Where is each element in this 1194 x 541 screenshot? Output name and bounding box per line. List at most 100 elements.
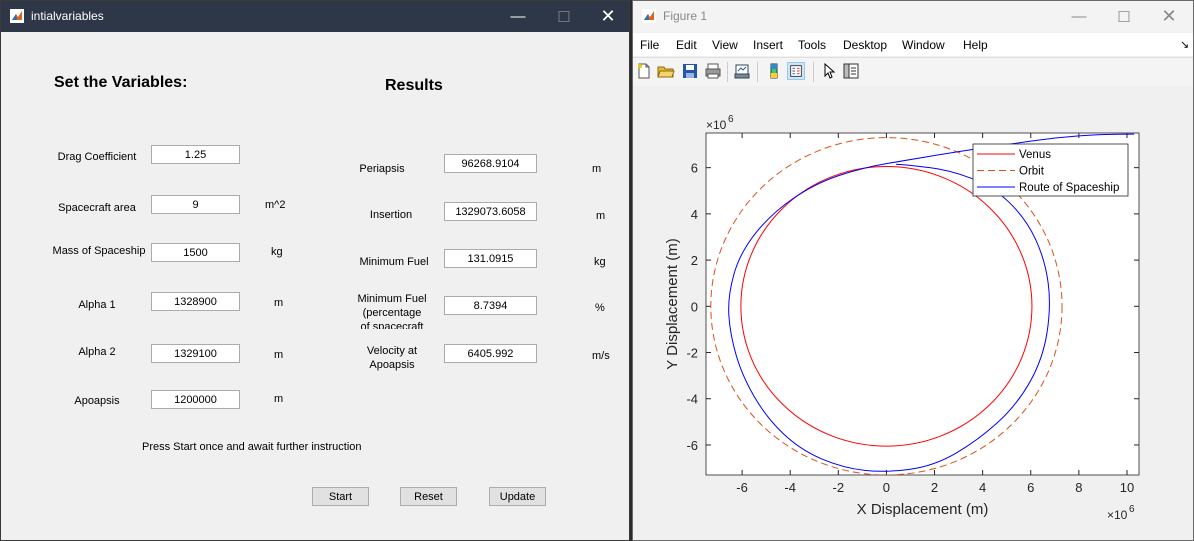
figure-canvas: -6 -4 -2 0 2 4 6 8 10 -6 -4 -2 0 2 4 6 ×10 6 ×10 6 X Displac…	[633, 86, 1193, 540]
mass-field[interactable]: 1500	[151, 243, 240, 262]
menu-bar: File Edit View Insert Tools Desktop Wind…	[633, 33, 1193, 56]
open-file-icon[interactable]	[657, 62, 675, 80]
series-orbit	[710, 137, 1063, 475]
figure-toolbar	[633, 57, 1193, 87]
alpha1-field[interactable]: 1328900	[151, 292, 240, 311]
minimize-button[interactable]: —	[510, 8, 526, 25]
minimum-fuel-percent-value: 8.7394	[444, 296, 537, 315]
minimum-fuel-percent-unit: %	[595, 302, 605, 314]
insertion-value: 1329073.6058	[444, 202, 537, 221]
reset-button[interactable]: Reset	[400, 487, 457, 506]
x-tick-label: -2	[833, 480, 845, 495]
x-tick-label: 4	[979, 480, 986, 495]
menu-tools[interactable]: Tools	[798, 38, 827, 52]
alpha2-field[interactable]: 1329100	[151, 344, 240, 363]
min-fuel-pct-line2: (percentage	[362, 307, 422, 319]
dock-arrow-icon[interactable]: ↘	[1180, 39, 1190, 51]
x-exponent-power: 6	[1129, 504, 1135, 515]
insertion-unit: m	[596, 210, 606, 222]
y-exponent-label: ×10	[706, 118, 727, 132]
instruction-text: Press Start once and await further instr…	[142, 441, 362, 453]
x-tick-label: 2	[931, 480, 938, 495]
figure-minimize-button[interactable]: —	[1071, 8, 1087, 25]
y-tick-label: -6	[686, 438, 698, 453]
minimum-fuel-label: Minimum Fuel	[359, 256, 429, 268]
series-route-of-spaceship	[728, 133, 1135, 472]
alpha1-label: Alpha 1	[78, 299, 116, 311]
figure-maximize-button[interactable]: ☐	[1117, 8, 1131, 26]
toolbar-separator	[727, 62, 728, 82]
x-tick-label: 0	[883, 480, 890, 495]
alpha2-label: Alpha 2	[78, 346, 116, 358]
colorbar-icon[interactable]	[765, 62, 783, 80]
menu-insert[interactable]: Insert	[753, 38, 784, 52]
toolbar-separator	[813, 62, 814, 82]
x-exponent-label: ×10	[1107, 508, 1128, 522]
drag-coefficient-field[interactable]: 1.25	[151, 145, 240, 164]
alpha1-unit: m	[274, 297, 284, 309]
x-tick-label: 6	[1027, 480, 1034, 495]
y-tick-label: -4	[686, 392, 698, 407]
periapsis-unit: m	[592, 163, 602, 175]
velocity-apoapsis-unit: m/s	[592, 350, 610, 362]
toolbar-separator	[757, 62, 758, 82]
menu-window[interactable]: Window	[902, 38, 945, 52]
property-editor-icon[interactable]	[842, 62, 860, 80]
spacecraft-area-unit: m^2	[265, 199, 286, 211]
minimum-fuel-percent-label: Minimum Fuel (percentage of spacecraft	[351, 292, 433, 329]
apoapsis-label: Apoapsis	[74, 395, 120, 407]
x-tick-label: -4	[784, 480, 796, 495]
update-button[interactable]: Update	[489, 487, 546, 506]
link-plot-icon[interactable]	[733, 62, 751, 80]
legend-label: Orbit	[1019, 166, 1045, 178]
print-icon[interactable]	[704, 62, 722, 80]
left-titlebar: intialvariables — ☐ ✕	[1, 1, 629, 32]
y-axis-label: Y Displacement (m)	[664, 238, 681, 369]
velocity-apoapsis-value: 6405.992	[444, 344, 537, 363]
close-button[interactable]: ✕	[600, 6, 616, 26]
start-button[interactable]: Start	[312, 487, 369, 506]
x-tick-label: -6	[736, 480, 748, 495]
menu-file[interactable]: File	[640, 38, 660, 52]
figure-close-button[interactable]: ✕	[1161, 6, 1177, 26]
figure-title: Figure 1	[663, 9, 708, 23]
legend-label: Venus	[1019, 149, 1051, 161]
y-tick-label: 0	[691, 299, 698, 314]
pointer-icon[interactable]	[820, 62, 838, 80]
velocity-line1: Velocity at	[366, 345, 418, 357]
matlab-icon	[642, 9, 656, 23]
min-fuel-pct-line1: Minimum Fuel	[357, 293, 427, 305]
apoapsis-field[interactable]: 1200000	[151, 390, 240, 409]
minimum-fuel-value: 131.0915	[444, 249, 537, 268]
periapsis-value: 96268.9104	[444, 154, 537, 173]
figure-window: Figure 1 — ☐ ✕ File Edit View Insert Too…	[632, 0, 1194, 541]
y-exponent-power: 6	[728, 114, 734, 125]
min-fuel-pct-line3: of spacecraft	[360, 321, 424, 329]
legend-label: Route of Spaceship	[1019, 182, 1119, 194]
velocity-apoapsis-label: Velocity at Apoapsis	[356, 344, 428, 372]
y-tick-label: -2	[686, 346, 698, 361]
apoapsis-unit: m	[274, 393, 284, 405]
menu-desktop[interactable]: Desktop	[843, 38, 888, 52]
maximize-button[interactable]: ☐	[557, 8, 571, 26]
mass-unit: kg	[271, 246, 283, 258]
menu-help[interactable]: Help	[963, 38, 988, 52]
drag-coefficient-label: Drag Coefficient	[57, 151, 137, 163]
menu-edit[interactable]: Edit	[676, 38, 697, 52]
mass-label: Mass of Spaceship	[52, 245, 146, 257]
save-icon[interactable]	[681, 62, 699, 80]
insertion-label: Insertion	[369, 209, 413, 221]
minimum-fuel-unit: kg	[594, 256, 606, 268]
x-tick-label: 8	[1075, 480, 1082, 495]
menu-view[interactable]: View	[712, 38, 738, 52]
spacecraft-area-field[interactable]: 9	[151, 195, 240, 214]
x-tick-label: 10	[1120, 480, 1134, 495]
new-figure-icon[interactable]	[635, 62, 653, 80]
results-heading: Results	[385, 77, 443, 94]
window-title: intialvariables	[31, 9, 104, 23]
matlab-icon	[10, 9, 24, 23]
y-tick-label: 6	[691, 161, 698, 176]
legend-icon[interactable]	[787, 62, 805, 80]
alpha2-unit: m	[274, 349, 284, 361]
